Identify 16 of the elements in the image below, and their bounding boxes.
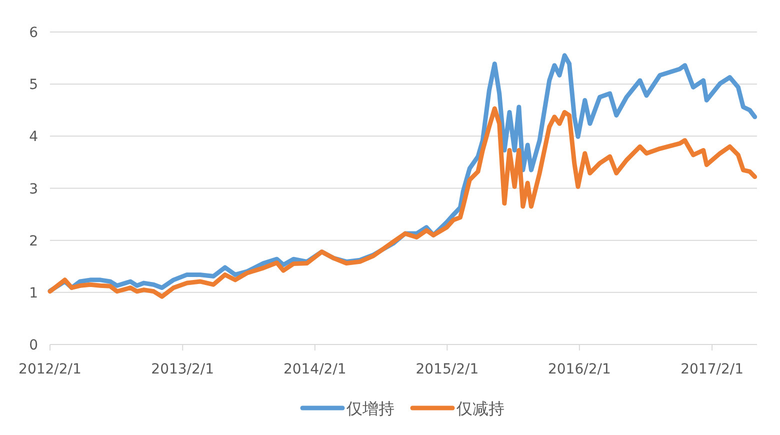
x-tick-label: 2014/2/1 (283, 362, 346, 378)
line-series (48, 106, 758, 299)
x-tick-label: 2016/2/1 (548, 362, 611, 378)
x-tick-label: 2015/2/1 (416, 362, 479, 378)
x-tick-label: 2017/2/1 (680, 362, 744, 378)
y-tick-label: 2 (29, 233, 38, 250)
y-tick-label: 4 (29, 129, 38, 146)
legend-label: 仅减持 (456, 399, 504, 418)
x-tick-label: 2013/2/1 (151, 362, 214, 378)
legend-label: 仅增持 (346, 399, 394, 418)
y-tick-label: 0 (29, 338, 38, 354)
y-tick-label: 6 (29, 25, 38, 41)
x-tick-label: 2012/2/1 (18, 362, 82, 378)
y-tick-label: 1 (29, 285, 38, 302)
y-tick-label: 3 (29, 181, 38, 198)
y-tick-label: 5 (29, 77, 38, 94)
